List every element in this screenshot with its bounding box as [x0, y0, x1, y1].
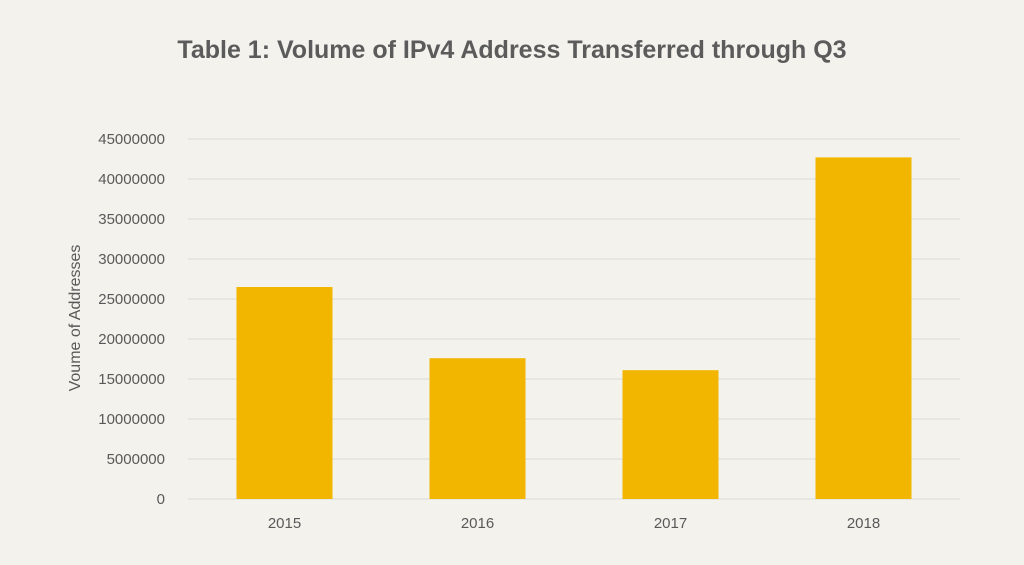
y-tick-label: 30000000 [98, 251, 165, 268]
y-tick-label: 25000000 [98, 291, 165, 308]
bar-2017 [622, 370, 719, 499]
x-tick-label: 2017 [654, 515, 687, 532]
chart-title: Table 1: Volume of IPv4 Address Transfer… [177, 36, 846, 64]
bar-2018 [815, 157, 912, 499]
y-tick-label: 45000000 [98, 131, 165, 148]
x-tick-label: 2015 [268, 515, 301, 532]
x-tick-label: 2016 [461, 515, 494, 532]
y-tick-label: 35000000 [98, 211, 165, 228]
y-tick-label: 20000000 [98, 331, 165, 348]
bar-2016 [429, 358, 526, 499]
y-tick-label: 0 [157, 491, 165, 508]
bars [236, 157, 912, 499]
x-tick-label: 2018 [847, 515, 880, 532]
y-tick-label: 10000000 [98, 411, 165, 428]
bar-2015 [236, 287, 333, 499]
y-axis-ticks: 0 5000000 10000000 15000000 20000000 25000000… [98, 131, 165, 508]
y-axis-label: Voume of Addresses [67, 245, 84, 392]
y-tick-label: 15000000 [98, 371, 165, 388]
x-axis-ticks: 2015 2016 2017 2018 [268, 515, 880, 532]
y-tick-label: 40000000 [98, 171, 165, 188]
y-tick-label: 5000000 [107, 451, 165, 468]
